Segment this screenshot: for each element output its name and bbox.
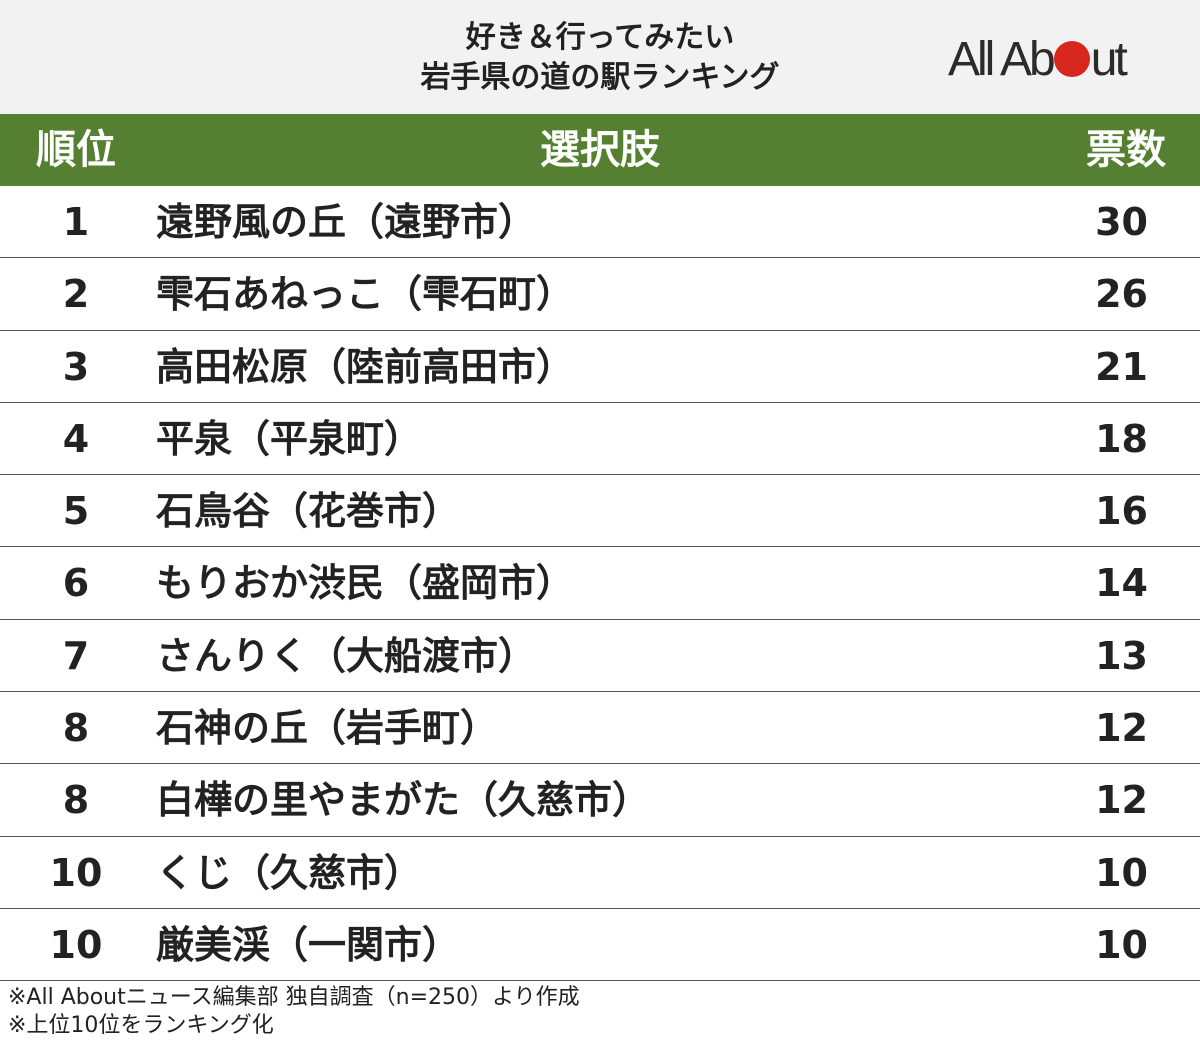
column-header-choice: 選択肢 xyxy=(540,127,660,173)
title-line-1: 好き＆行ってみたい xyxy=(465,20,735,55)
votes-cell: 12 xyxy=(1095,778,1148,823)
table-row: 3 高田松原（陸前高田市） 21 xyxy=(0,331,1200,403)
logo-red-dot-icon xyxy=(1053,41,1090,77)
choice-cell: 石神の丘（岩手町） xyxy=(156,706,499,751)
header: 好き＆行ってみたい 岩手県の道の駅ランキング All Ab ut xyxy=(0,0,1200,114)
choice-cell: 平泉（平泉町） xyxy=(156,416,423,461)
choice-cell: くじ（久慈市） xyxy=(156,850,423,895)
votes-cell: 18 xyxy=(1095,416,1148,461)
choice-cell: 遠野風の丘（遠野市） xyxy=(156,200,537,244)
votes-cell: 30 xyxy=(1095,200,1148,244)
rank-cell: 1 xyxy=(62,200,90,244)
rank-cell: 8 xyxy=(62,778,90,823)
rank-cell: 10 xyxy=(49,850,103,895)
logo-text-right: ut xyxy=(1090,33,1128,86)
rank-cell: 7 xyxy=(62,633,90,678)
choice-cell: 白樺の里やまがた（久慈市） xyxy=(156,778,651,823)
table-row: 8 白樺の里やまがた（久慈市） 12 xyxy=(0,764,1200,837)
table-row: 10 くじ（久慈市） 10 xyxy=(0,837,1200,909)
title-line-2: 岩手県の道の駅ランキング xyxy=(420,60,780,95)
rank-cell: 4 xyxy=(62,416,90,461)
votes-cell: 10 xyxy=(1095,850,1148,895)
logo-text-left: All Ab xyxy=(948,33,1056,86)
table-row: 7 さんりく（大船渡市） 13 xyxy=(0,620,1200,693)
column-header-votes: 票数 xyxy=(1086,127,1166,173)
choice-cell: もりおか渋民（盛岡市） xyxy=(156,561,575,606)
footnotes: ※All Aboutニュース編集部 独自調査（n=250）より作成 ※上位10位… xyxy=(8,984,580,1040)
votes-cell: 13 xyxy=(1095,633,1148,678)
rank-cell: 2 xyxy=(62,272,90,317)
column-header-rank: 順位 xyxy=(36,127,116,173)
votes-cell: 26 xyxy=(1095,272,1148,317)
table-row: 5 石鳥谷（花巻市） 16 xyxy=(0,475,1200,548)
table-row: 8 石神の丘（岩手町） 12 xyxy=(0,692,1200,765)
votes-cell: 12 xyxy=(1095,706,1148,751)
chart-title: 好き＆行ってみたい 岩手県の道の駅ランキング xyxy=(300,18,900,98)
votes-cell: 21 xyxy=(1095,344,1148,389)
column-header-row: 順位 選択肢 票数 xyxy=(0,114,1200,186)
rank-cell: 3 xyxy=(62,344,90,389)
votes-cell: 16 xyxy=(1095,489,1148,534)
choice-cell: さんりく（大船渡市） xyxy=(156,633,537,678)
all-about-logo: All Ab ut xyxy=(948,30,1128,90)
table-row: 4 平泉（平泉町） 18 xyxy=(0,403,1200,476)
choice-cell: 高田松原（陸前高田市） xyxy=(156,344,575,389)
votes-cell: 14 xyxy=(1095,561,1148,606)
table-row: 1 遠野風の丘（遠野市） 30 xyxy=(0,186,1200,259)
choice-cell: 厳美渓（一関市） xyxy=(156,922,461,967)
ranking-table-body: 1 遠野風の丘（遠野市） 30 2 雫石あねっこ（雫石町） 26 3 高田松原（陸前高田市） 2… xyxy=(0,186,1200,982)
choice-cell: 石鳥谷（花巻市） xyxy=(156,489,461,534)
rank-cell: 5 xyxy=(62,489,90,534)
votes-cell: 10 xyxy=(1095,922,1148,967)
table-row: 2 雫石あねっこ（雫石町） 26 xyxy=(0,258,1200,331)
footnote-source: ※All Aboutニュース編集部 独自調査（n=250）より作成 xyxy=(8,985,580,1010)
choice-cell: 雫石あねっこ（雫石町） xyxy=(156,272,575,317)
rank-cell: 10 xyxy=(49,922,103,967)
footnote-ranking: ※上位10位をランキング化 xyxy=(8,1013,274,1038)
rank-cell: 8 xyxy=(62,706,90,751)
rank-cell: 6 xyxy=(62,561,90,606)
table-row: 10 厳美渓（一関市） 10 xyxy=(0,909,1200,982)
table-row: 6 もりおか渋民（盛岡市） 14 xyxy=(0,547,1200,620)
